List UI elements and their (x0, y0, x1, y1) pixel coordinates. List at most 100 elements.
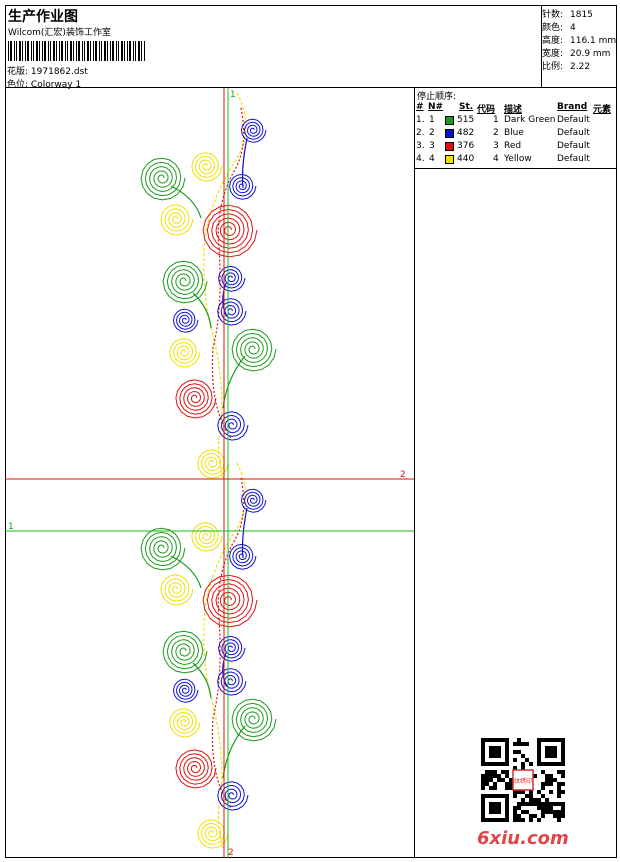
stop-row: 1. 1 515 1 Dark Green Default (415, 115, 618, 127)
stop-table-header: # N# St. 代码 描述 Brand 元素 (415, 102, 618, 115)
row-index: 3. (416, 141, 425, 151)
header-info: 生产作业图 Wilcom(汇宏)装饰工作室 花版: 1971862.dst 色位… (5, 5, 542, 90)
top-guide-label: 1 (230, 90, 236, 100)
stop-sequence-title: 停止顺序: (417, 92, 457, 102)
row-code: 3 (493, 141, 499, 151)
stat-scale: 比例: 2.22 (542, 62, 591, 72)
col-brand: Brand (557, 102, 588, 112)
row-brand: Default (557, 141, 590, 151)
design-value: 1971862.dst (30, 67, 88, 77)
bottom-guide-label: 2 (228, 848, 234, 858)
spiral-lower (160, 574, 194, 606)
row-index: 2. (416, 128, 425, 138)
spiral-upper (197, 449, 229, 479)
spiral-upper (172, 308, 199, 333)
embroidery-preview: 1 2 1 2 (5, 88, 414, 858)
watermark: 6xiu.com (477, 828, 569, 849)
page-frame (5, 5, 617, 858)
vine-red-upper (211, 107, 245, 439)
col-index: # (416, 102, 424, 112)
stat-colors: 颜色: 4 (542, 23, 576, 33)
spiral-lower (162, 630, 208, 674)
color-swatch (445, 155, 454, 164)
row-stitches: 482 (457, 128, 475, 138)
green-guide-label: 1 (8, 522, 14, 532)
stat-stitches: 针数: 1815 (542, 10, 593, 20)
spiral-upper (162, 260, 208, 304)
spiral-lower (240, 488, 267, 513)
spiral-upper (175, 379, 217, 419)
stat-width: 宽度: 20.9 mm (542, 49, 611, 59)
row-brand: Default (557, 128, 590, 138)
spiral-lower (202, 574, 258, 628)
spiral-lower (197, 819, 229, 849)
spiral-lower (229, 543, 257, 570)
vine-red-lower (211, 477, 245, 809)
stop-row: 4. 4 440 4 Yellow Default (415, 154, 618, 166)
row-stitches: 376 (457, 141, 475, 151)
design-label: 花版: (7, 67, 29, 77)
row-stitches: 515 (457, 115, 475, 125)
color-swatch (445, 129, 454, 138)
spiral-upper (160, 204, 194, 236)
spiral-lower (191, 522, 223, 552)
spiral-lower (140, 527, 186, 571)
color-swatch (445, 142, 454, 151)
row-description: Blue (504, 128, 524, 138)
spiral-upper (217, 298, 247, 326)
col-stitches: St. (459, 102, 474, 112)
colorway-row: 色位: Colorway 1 (7, 77, 81, 90)
design-stats: 针数: 1815 颜色: 4 高度: 116.1 mm 宽度: 20.9 mm 比例: 2… (541, 5, 617, 88)
spiral-upper (240, 118, 267, 143)
spiral-upper (229, 173, 257, 200)
col-description: 描述 (504, 105, 523, 115)
row-description: Red (504, 141, 522, 151)
stop-row: 2. 2 482 2 Blue Default (415, 128, 618, 140)
spiral-lower (172, 678, 199, 703)
row-needle: 1 (429, 115, 435, 125)
spiral-lower (175, 749, 217, 789)
company-name: Wilcom(汇宏)装饰工作室 (8, 28, 111, 38)
spiral-lower (217, 668, 247, 696)
spiral-lower (218, 635, 246, 662)
color-swatch (445, 116, 454, 125)
red-guide-label: 2 (400, 470, 406, 480)
row-stitches: 440 (457, 154, 475, 164)
row-description: Dark Green (504, 115, 556, 125)
col-code: 代码 (477, 105, 496, 115)
vine-upper (203, 92, 247, 479)
stat-height: 高度: 116.1 mm (542, 36, 617, 46)
svg-text:纹绣印: 纹绣印 (514, 777, 532, 785)
page-title: 生产作业图 (8, 9, 78, 25)
design-preview: 1 2 1 2 (5, 88, 414, 858)
spiral-lower (169, 708, 201, 738)
row-code: 1 (493, 115, 499, 125)
col-needle: N# (428, 102, 444, 112)
row-brand: Default (557, 154, 590, 164)
spiral-lower (231, 698, 277, 742)
spiral-upper (217, 411, 249, 441)
spiral-upper (169, 338, 201, 368)
design-row: 花版: 1971862.dst (7, 64, 88, 77)
row-description: Yellow (504, 154, 532, 164)
row-code: 4 (493, 154, 499, 164)
vine-lower (203, 462, 247, 849)
barcode (8, 41, 145, 61)
row-brand: Default (557, 115, 590, 125)
stop-sequence-panel: 停止顺序: # N# St. 代码 描述 Brand 元素 1. 1 515 1 Dar… (414, 88, 617, 858)
colorway-label: 色位: (7, 80, 29, 90)
row-index: 4. (416, 154, 425, 164)
row-index: 1. (416, 115, 425, 125)
spiral-upper (231, 328, 277, 372)
spiral-upper (218, 265, 246, 292)
row-needle: 2 (429, 128, 435, 138)
spiral-upper (191, 152, 223, 182)
row-code: 2 (493, 128, 499, 138)
spiral-upper (202, 204, 258, 258)
colorway-value: Colorway 1 (30, 80, 82, 90)
spiral-lower (217, 781, 249, 811)
stop-row: 3. 3 376 3 Red Default (415, 141, 618, 153)
qr-code: 纹绣印 (481, 738, 565, 822)
table-divider (415, 168, 617, 169)
col-element: 元素 (593, 105, 612, 115)
